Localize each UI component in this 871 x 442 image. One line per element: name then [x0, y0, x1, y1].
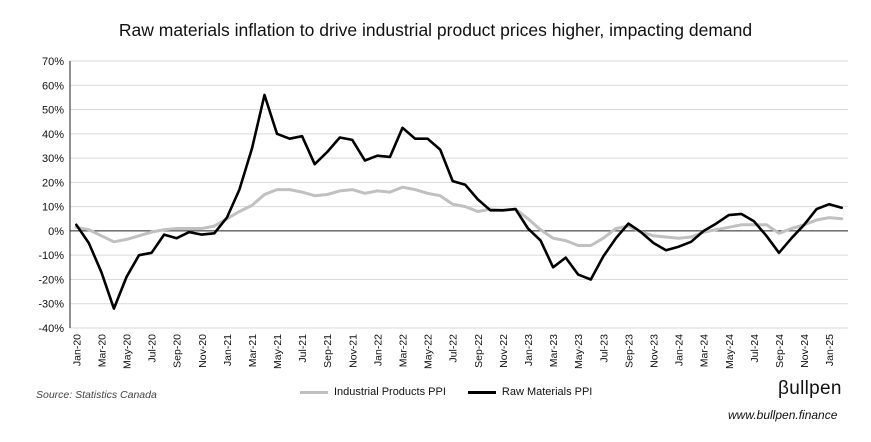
x-tick-label: May-23 — [573, 334, 585, 369]
x-tick-label: Mar-22 — [398, 334, 410, 367]
x-tick-label: Mar-21 — [247, 334, 259, 367]
x-tick-label: Sep-20 — [172, 334, 184, 368]
y-tick-label: 40% — [42, 129, 64, 141]
legend-item-raw: Raw Materials PPI — [467, 386, 593, 398]
x-tick-label: Sep-22 — [473, 334, 485, 368]
x-tick-label: May-24 — [724, 334, 736, 369]
series-line-industrial-products-ppi — [74, 185, 844, 247]
x-tick-label: May-20 — [121, 334, 133, 369]
y-tick-label: 30% — [42, 153, 64, 165]
x-tick-label: Jul-24 — [749, 334, 761, 363]
x-tick-label: May-22 — [423, 334, 435, 369]
x-tick-label: Mar-20 — [96, 334, 108, 367]
source-note: Source: Statistics Canada — [36, 389, 157, 401]
brand-logo: βullpen — [778, 378, 842, 399]
x-tick-label: Jan-20 — [71, 334, 83, 366]
x-tick-label: May-21 — [272, 334, 284, 369]
x-tick-label: Jan-21 — [222, 334, 234, 366]
y-tick-label: -20% — [38, 274, 64, 286]
x-tick-label: Sep-24 — [774, 334, 786, 368]
y-tick-label: 0% — [48, 226, 64, 238]
legend-swatch-raw — [467, 390, 496, 394]
y-tick-labels: -40% -30% -20% -10% 0% 10% 20% 30% 40% 50% 60% 70% — [38, 56, 64, 335]
legend-label-industrial: Industrial Products PPI — [334, 386, 446, 398]
y-tick-label: 20% — [42, 177, 64, 189]
x-tick-labels: Jan-20 Mar-20 May-20 Jul-20 Sep-20 Nov-20 Jan-… — [71, 334, 836, 369]
gridlines — [70, 60, 848, 329]
series-lines — [74, 93, 844, 310]
x-tick-label: Nov-22 — [498, 334, 510, 368]
x-tick-label: Jul-23 — [598, 334, 610, 363]
x-tick-label: Jan-23 — [523, 334, 535, 366]
series-line-raw-materials-ppi — [75, 93, 843, 310]
y-tick-label: 70% — [42, 56, 64, 68]
legend-item-industrial: Industrial Products PPI — [300, 386, 446, 398]
y-tick-label: -10% — [38, 250, 64, 262]
x-tick-label: Sep-21 — [322, 334, 334, 368]
x-tick-label: Nov-24 — [799, 334, 811, 368]
brand-url: www.bullpen.finance — [728, 408, 838, 422]
y-tick-label: 60% — [42, 80, 64, 92]
x-tick-label: Mar-24 — [699, 334, 711, 367]
x-tick-label: Nov-21 — [347, 334, 359, 368]
y-tick-label: -40% — [38, 323, 64, 335]
y-tick-label: -30% — [38, 299, 64, 311]
x-tick-label: Jan-24 — [674, 334, 686, 366]
x-tick-label: Jul-21 — [297, 334, 309, 363]
legend-label-raw: Raw Materials PPI — [501, 386, 593, 398]
x-tick-label: Jan-22 — [372, 334, 384, 366]
x-tick-label: Jan-25 — [824, 334, 836, 366]
legend: Industrial Products PPI Raw Materials PP… — [300, 386, 614, 398]
y-tick-label: 50% — [42, 105, 64, 117]
x-tick-label: Nov-23 — [649, 334, 661, 368]
x-tick-label: Mar-23 — [548, 334, 560, 367]
legend-swatch-industrial — [300, 390, 328, 394]
x-tick-label: Sep-23 — [623, 334, 635, 368]
axes — [69, 61, 848, 328]
chart-title: Raw materials inflation to drive industr… — [118, 20, 753, 40]
x-tick-label: Nov-20 — [197, 334, 209, 368]
x-tick-label: Jul-20 — [147, 334, 159, 363]
y-tick-label: 10% — [42, 202, 64, 214]
x-tick-label: Jul-22 — [448, 334, 460, 363]
